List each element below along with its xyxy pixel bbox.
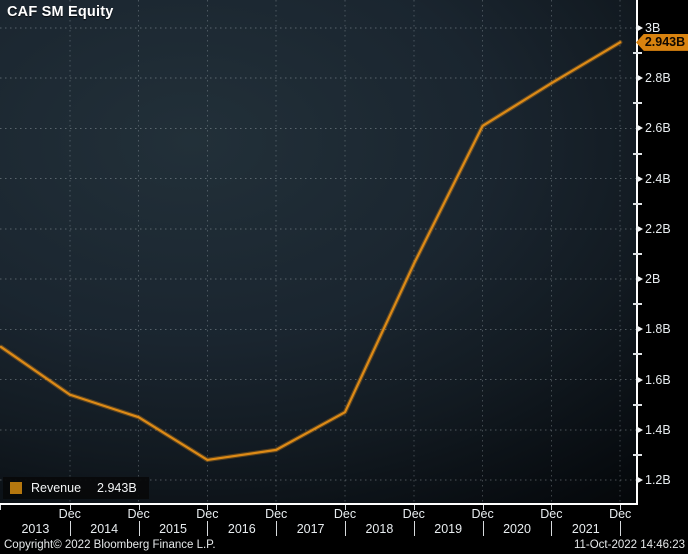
- y-tick: 2B: [636, 272, 660, 286]
- y-minor-tick: [633, 152, 642, 155]
- footer: Copyright© 2022 Bloomberg Finance L.P. 1…: [0, 538, 688, 554]
- x-tick: [276, 505, 278, 510]
- y-axis-line: [636, 0, 638, 505]
- y-tick-arrow-icon: [636, 224, 643, 233]
- y-tick: 2.6B: [636, 121, 671, 135]
- y-tick: 1.4B: [636, 423, 671, 437]
- x-axis-line: [0, 503, 638, 505]
- revenue-series-swatch-icon: [10, 482, 22, 494]
- x-tick-month-label: Dec: [127, 507, 150, 521]
- y-tick-arrow-icon: [636, 124, 643, 133]
- y-tick-arrow-icon: [636, 375, 643, 384]
- x-tick-year-label: 2018: [365, 522, 394, 536]
- legend-series-label: Revenue: [31, 481, 82, 495]
- revenue-line-glow: [0, 40, 623, 463]
- x-tick: [69, 505, 71, 510]
- y-tick-label: 2B: [645, 272, 661, 287]
- y-tick-label: 1.6B: [645, 372, 671, 387]
- copyright-text: Copyright© 2022 Bloomberg Finance L.P.: [4, 539, 216, 551]
- x-tick: [482, 505, 484, 510]
- x-tick: [138, 505, 140, 510]
- y-tick: 2.4B: [636, 172, 671, 186]
- x-tick-month-label: Dec: [609, 507, 632, 521]
- y-minor-tick: [633, 303, 642, 306]
- x-tick: [620, 521, 622, 536]
- last-price-badge: 2.943B: [636, 33, 688, 51]
- y-minor-tick: [633, 102, 642, 105]
- x-tick-year-label: 2015: [159, 522, 187, 536]
- x-tick-month-label: Dec: [471, 507, 494, 521]
- x-tick: [276, 521, 278, 536]
- x-tick: [0, 505, 1, 510]
- y-axis: 2.943B 3B 2.8B 2.6B 2.4B 2.2B 2B 1.8B 1.6B 1.4B 1…: [633, 0, 688, 505]
- x-tick-month-label: Dec: [540, 507, 563, 521]
- y-minor-tick: [633, 253, 642, 255]
- y-tick-arrow-icon: [636, 325, 643, 334]
- x-tick: [482, 521, 484, 536]
- page-title: CAF SM Equity: [7, 4, 114, 20]
- y-minor-tick: [633, 453, 642, 456]
- y-minor-tick: [633, 403, 642, 406]
- x-tick: [207, 521, 209, 536]
- y-tick-arrow-icon: [636, 24, 643, 32]
- x-tick-year-label: 2021: [571, 522, 600, 536]
- legend-last-value: 2.943B: [97, 481, 137, 495]
- x-tick-month-label: Dec: [58, 507, 81, 521]
- y-tick-label: 1.8B: [645, 322, 671, 337]
- y-minor-tick: [633, 353, 642, 356]
- legend: Revenue 2.943B: [3, 477, 149, 499]
- x-tick-month-label: Dec: [402, 507, 425, 521]
- y-tick: 1.2B: [636, 473, 671, 487]
- x-tick: [413, 521, 415, 536]
- x-tick-year-label: 2016: [227, 522, 256, 536]
- y-tick: 2.2B: [636, 222, 671, 236]
- y-minor-tick: [633, 52, 642, 55]
- y-tick-label: 2.6B: [645, 121, 671, 136]
- x-tick: [551, 505, 553, 510]
- y-tick-arrow-icon: [636, 425, 643, 434]
- y-tick-label: 2.8B: [645, 71, 671, 86]
- revenue-line: [0, 41, 622, 462]
- x-tick: [138, 521, 140, 536]
- x-tick-year-label: 2014: [90, 522, 119, 536]
- y-tick: 1.8B: [636, 322, 671, 336]
- y-tick-arrow-icon: [636, 74, 643, 83]
- x-tick: [345, 521, 346, 536]
- x-tick: [69, 521, 71, 536]
- x-tick: [207, 505, 209, 510]
- y-tick-arrow-icon: [636, 476, 643, 484]
- x-tick-month-label: Dec: [265, 507, 288, 521]
- x-tick: [551, 521, 553, 536]
- y-tick-label: 1.4B: [645, 422, 671, 437]
- y-minor-tick: [633, 202, 642, 205]
- timestamp-text: 11-Oct-2022 14:46:23: [573, 539, 685, 551]
- y-tick-label: 3B: [645, 21, 661, 35]
- y-tick-arrow-icon: [636, 275, 643, 284]
- x-tick-year-label: 2013: [21, 522, 50, 536]
- x-tick: [345, 505, 346, 510]
- revenue-line-chart: [0, 0, 636, 503]
- x-axis: Dec 2013 Dec 2014 Dec 2015 Dec 2016 Dec 2017 Dec 20…: [0, 505, 638, 539]
- y-tick: 3B: [636, 21, 660, 35]
- y-tick: 2.8B: [636, 71, 671, 85]
- x-tick: [620, 505, 622, 510]
- plot-area[interactable]: CAF SM Equity Revenue 2.943B: [0, 0, 638, 505]
- x-tick-year-label: 2020: [503, 522, 531, 536]
- x-tick-month-label: Dec: [333, 507, 357, 521]
- y-tick: 1.6B: [636, 373, 671, 387]
- x-tick: [413, 505, 415, 510]
- y-tick-label: 1.2B: [645, 473, 671, 487]
- y-tick-arrow-icon: [636, 174, 643, 183]
- x-tick-year-label: 2019: [434, 522, 463, 536]
- y-tick-label: 2.2B: [645, 221, 671, 236]
- x-tick-year-label: 2017: [296, 522, 325, 536]
- y-tick-label: 2.4B: [645, 171, 671, 186]
- x-tick-month-label: Dec: [196, 507, 219, 521]
